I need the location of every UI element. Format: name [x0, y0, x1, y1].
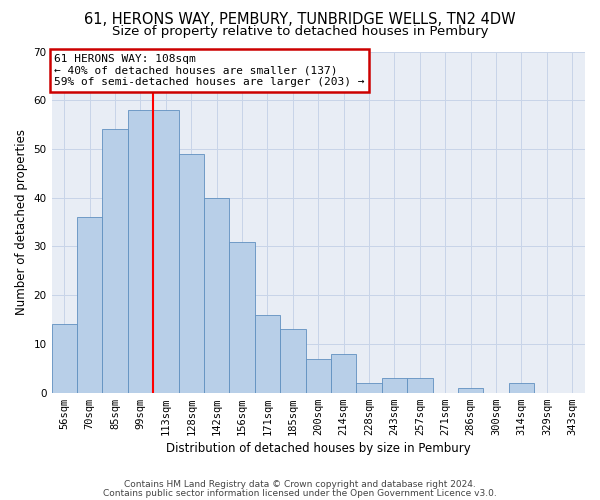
Bar [458, 388, 484, 392]
Bar [153, 110, 179, 393]
Bar [103, 130, 128, 392]
Bar [179, 154, 204, 392]
Bar [204, 198, 229, 392]
Text: 61 HERONS WAY: 108sqm
← 40% of detached houses are smaller (137)
59% of semi-det: 61 HERONS WAY: 108sqm ← 40% of detached … [54, 54, 365, 87]
Y-axis label: Number of detached properties: Number of detached properties [15, 129, 28, 315]
Bar [382, 378, 407, 392]
Bar [255, 314, 280, 392]
Text: 61, HERONS WAY, PEMBURY, TUNBRIDGE WELLS, TN2 4DW: 61, HERONS WAY, PEMBURY, TUNBRIDGE WELLS… [84, 12, 516, 28]
Bar [52, 324, 77, 392]
Bar [509, 383, 534, 392]
Text: Contains public sector information licensed under the Open Government Licence v3: Contains public sector information licen… [103, 489, 497, 498]
Bar [280, 330, 305, 392]
Bar [305, 358, 331, 392]
Bar [229, 242, 255, 392]
Text: Size of property relative to detached houses in Pembury: Size of property relative to detached ho… [112, 25, 488, 38]
X-axis label: Distribution of detached houses by size in Pembury: Distribution of detached houses by size … [166, 442, 470, 455]
Bar [128, 110, 153, 393]
Bar [77, 217, 103, 392]
Bar [407, 378, 433, 392]
Text: Contains HM Land Registry data © Crown copyright and database right 2024.: Contains HM Land Registry data © Crown c… [124, 480, 476, 489]
Bar [331, 354, 356, 393]
Bar [356, 383, 382, 392]
